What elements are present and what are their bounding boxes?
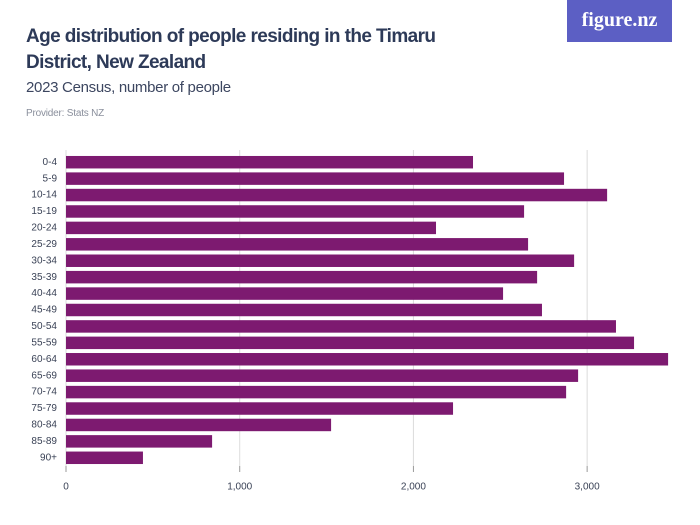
bar — [66, 385, 567, 399]
y-tick-label: 90+ — [40, 452, 57, 463]
y-tick-label: 30-34 — [31, 255, 57, 266]
bar — [66, 369, 579, 382]
chart-title: Age distribution of people residing in t… — [26, 26, 436, 73]
y-tick-label: 85-89 — [31, 436, 57, 447]
bar — [66, 155, 474, 169]
y-tick-label: 20-24 — [31, 223, 57, 234]
x-tick-label: 2,000 — [401, 482, 426, 493]
bar — [66, 303, 542, 317]
bar — [66, 270, 538, 284]
y-tick-label: 35-39 — [31, 272, 57, 283]
x-tick-label: 1,000 — [227, 482, 252, 493]
y-tick-label: 75-79 — [31, 403, 57, 414]
bar — [66, 435, 213, 448]
bar — [66, 418, 332, 432]
x-tick-label: 3,000 — [575, 482, 600, 493]
x-tick-label: 0 — [63, 482, 69, 493]
bar — [66, 221, 437, 235]
y-tick-label: 45-49 — [31, 305, 57, 316]
y-tick-label: 15-19 — [31, 206, 57, 217]
bar — [66, 320, 616, 333]
bar — [66, 205, 525, 218]
bar — [66, 287, 504, 300]
y-tick-label: 25-29 — [31, 239, 57, 250]
bar — [66, 254, 575, 267]
bar — [66, 353, 669, 366]
y-tick-label: 70-74 — [31, 387, 57, 398]
y-tick-label: 50-54 — [31, 321, 57, 332]
y-tick-label: 80-84 — [31, 420, 57, 431]
y-tick-label: 10-14 — [31, 190, 57, 201]
y-tick-label: 5-9 — [43, 173, 58, 184]
bar — [66, 188, 608, 202]
bar — [66, 172, 565, 185]
bar — [66, 238, 529, 251]
logo[interactable]: figure.nz — [567, 0, 672, 42]
provider: Provider: Stats NZ — [26, 108, 105, 119]
bar — [66, 451, 143, 465]
bar — [66, 336, 635, 350]
y-tick-label: 60-64 — [31, 354, 57, 365]
y-tick-label: 65-69 — [31, 370, 57, 381]
chart-subtitle: 2023 Census, number of people — [26, 79, 231, 96]
y-tick-label: 0-4 — [43, 157, 58, 168]
bar — [66, 402, 454, 415]
y-tick-label: 40-44 — [31, 288, 57, 299]
y-tick-label: 55-59 — [31, 337, 57, 348]
